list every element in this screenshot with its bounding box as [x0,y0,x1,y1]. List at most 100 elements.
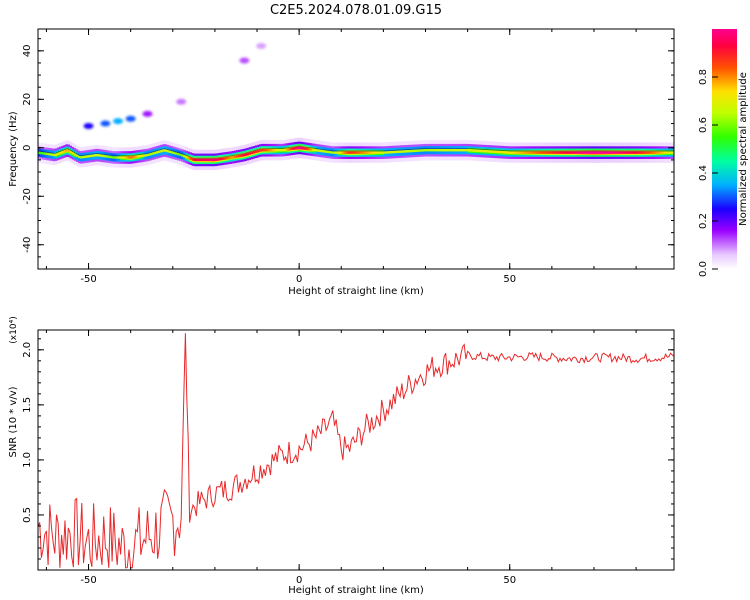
ridge-cell [299,146,302,150]
ridge-cell [349,151,353,154]
ridge-cell [560,151,563,154]
ridge-cell [516,151,519,154]
ridge-cell [73,153,77,156]
ridge-cell [297,146,300,150]
ridge-cell [396,150,399,154]
ridge-cell [141,154,144,158]
ridge-cell [499,150,502,154]
ridge-cell [425,149,428,152]
ridge-cell [353,151,357,154]
y-tick-label: -20 [22,188,33,204]
ridge-cell [103,154,106,158]
ridge-trace-segment [282,145,300,149]
ridge-cell [63,150,66,153]
spectral-blob [142,110,153,117]
spectrogram-ticks: -50 0 50 -40 -20 0 20 40 [22,29,674,285]
ridge-cell [320,149,323,153]
ridge-cell [577,151,580,154]
ridge-cell [337,151,340,154]
ridge-trace-segment [164,148,182,154]
y-tick-label: 0 [22,145,33,151]
ridge-cell [271,149,275,152]
ridge-cell [593,151,597,154]
ridge-cell [176,152,180,156]
ridge-cell [663,151,666,154]
y-tick-label: 40 [22,44,33,57]
ridge-cell [452,149,456,152]
x-tick-label: 50 [503,274,516,285]
ridge-cell [75,154,79,157]
ridge-cell [644,151,647,154]
ridge-cell [490,150,494,153]
ridge-cell [414,149,418,152]
ridge-cell [564,151,567,154]
ridge-cell [273,149,277,152]
colorbar-gradient [712,29,737,269]
ridge-cell [168,150,171,153]
ridge-cell [446,149,449,152]
ridge-cell [602,151,605,154]
ridge-cell [193,158,197,162]
ridge-cell [38,151,41,154]
ridge-cell [307,147,310,151]
ridge-trace-segment [38,150,55,154]
colorbar-tick-label: 0.0 [698,261,709,277]
ridge-cell [551,151,555,154]
ridge-cell [278,149,281,152]
ridge-cell [40,151,43,155]
ridge-cell [46,152,49,156]
ridge-cell [328,150,332,154]
snr-frame [37,329,675,571]
ridge-cell [187,156,190,160]
ridge-cell [532,151,536,154]
ridge-cell [638,151,641,154]
ridge-cell [219,157,222,161]
ridge-cell [124,156,127,159]
ridge-cell [71,152,75,155]
ridge-cell [431,149,435,152]
ridge-cell [364,151,367,154]
ridge-cell [539,151,542,154]
ridge-cell [608,151,612,154]
ridge-cell [294,147,298,150]
ridge-cell [545,151,548,154]
ridge-cell [522,151,525,154]
ridge-cell [126,156,129,159]
ridge-trace-segment [67,148,81,157]
ridge-cell [195,158,199,162]
ridge-cell [465,149,468,152]
ridge-cell [343,151,346,154]
x-tick-label: 50 [503,575,516,586]
ridge-cell [366,151,369,154]
ridge-cell [67,149,70,153]
ridge-cell [419,149,422,152]
ridge-cell [659,151,662,154]
ridge-cell [476,149,479,152]
ridge-cell [267,149,270,152]
ridge-cell [629,151,633,154]
snr-y-multiplier: (x10⁴) [9,316,19,343]
ridge-cell [244,153,247,156]
ridge-cell [96,154,100,157]
ridge-cell [530,151,534,154]
ridge-cell [198,158,201,162]
ridge-cell [204,158,207,162]
spectrogram-frame [37,28,675,270]
ridge-cell [223,157,226,160]
ridge-cell [596,151,599,154]
snr-x-label: Height of straight line (km) [288,585,424,596]
ridge-cell [339,151,342,154]
ridge-cell [374,151,378,154]
ridge-cell [275,149,279,152]
ridge-cell [640,151,643,154]
ridge-cell [269,149,273,152]
x-tick-label: 0 [296,575,302,586]
ridge-trace-segment [244,148,262,154]
ridge-cell [615,151,618,154]
ridge-cell [202,158,205,162]
ridge-cell [633,151,637,154]
ridge-cell [238,154,241,158]
ridge-cell [473,149,477,152]
ridge-cell [160,149,163,153]
